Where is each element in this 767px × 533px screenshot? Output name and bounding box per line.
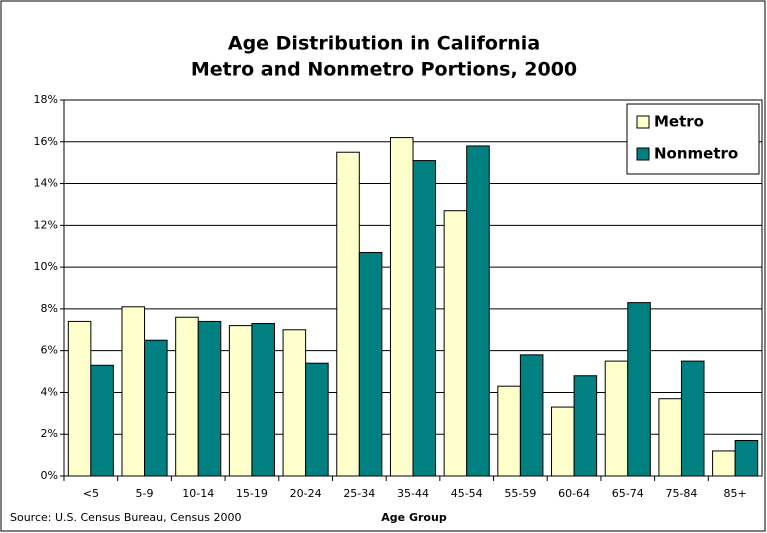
x-axis-label: Age Group	[381, 511, 447, 524]
bar	[197, 320, 222, 477]
x-tick-label: <5	[83, 487, 99, 500]
bar	[551, 406, 575, 477]
chart-title: Age Distribution in California	[228, 33, 540, 55]
bar	[519, 354, 544, 477]
y-tick-label: 18%	[34, 93, 58, 106]
x-tick-label: 45-54	[451, 487, 483, 500]
bar	[228, 325, 253, 477]
y-tick-label: 8%	[41, 302, 58, 315]
x-tick-label: 65-74	[612, 487, 644, 500]
y-tick-label: 4%	[41, 385, 58, 398]
bar	[389, 137, 414, 477]
y-tick-label: 14%	[34, 177, 58, 190]
bar	[466, 145, 490, 477]
x-tick-label: 55-59	[504, 487, 536, 500]
legend-swatch	[636, 147, 650, 161]
bar	[412, 160, 437, 477]
bar	[305, 362, 329, 477]
x-tick-label: 5-9	[136, 487, 154, 500]
bar	[90, 364, 114, 477]
x-tick-label: 75-84	[665, 487, 697, 500]
legend-label: Metro	[654, 113, 704, 131]
bar	[573, 375, 598, 477]
bar	[658, 398, 682, 477]
x-tick-label: 20-24	[290, 487, 322, 500]
bar	[604, 360, 629, 477]
bar	[67, 320, 92, 477]
bar	[175, 316, 199, 477]
chart-subtitle: Metro and Nonmetro Portions, 2000	[191, 59, 577, 81]
bar	[734, 439, 759, 477]
y-tick-label: 12%	[34, 218, 58, 231]
x-tick-label: 35-44	[397, 487, 429, 500]
bar	[144, 339, 168, 477]
y-tick-label: 10%	[34, 260, 58, 273]
bar	[497, 385, 521, 477]
x-tick-label: 25-34	[343, 487, 375, 500]
bar	[282, 329, 307, 477]
x-tick-label: 85+	[724, 487, 747, 500]
bar	[251, 323, 275, 477]
legend-swatch	[636, 115, 650, 129]
bar	[443, 210, 468, 477]
source-note: Source: U.S. Census Bureau, Census 2000	[10, 511, 241, 524]
bar	[358, 251, 383, 477]
x-tick-label: 60-64	[558, 487, 590, 500]
legend-label: Nonmetro	[654, 145, 738, 163]
bar	[336, 151, 360, 477]
y-tick-label: 6%	[41, 344, 58, 357]
bar	[712, 450, 736, 477]
x-tick-label: 15-19	[236, 487, 268, 500]
bar	[121, 306, 146, 477]
bar	[627, 302, 651, 477]
bar	[680, 360, 705, 477]
x-tick-label: 10-14	[182, 487, 214, 500]
y-tick-label: 0%	[41, 469, 58, 482]
y-tick-label: 2%	[41, 427, 58, 440]
y-tick-label: 16%	[34, 135, 58, 148]
